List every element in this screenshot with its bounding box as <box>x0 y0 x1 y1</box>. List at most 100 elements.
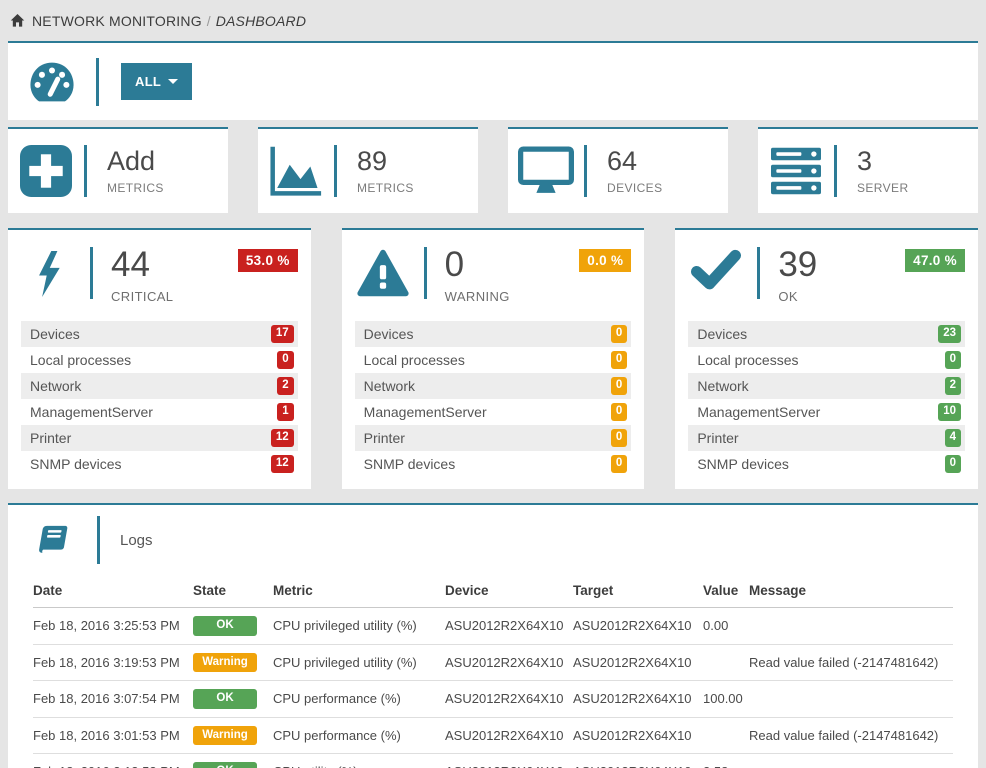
count-badge: 10 <box>938 403 961 421</box>
column-header-value: Value <box>703 577 749 608</box>
ok-count: 39 <box>778 245 818 284</box>
column-header-state: State <box>193 577 273 608</box>
check-icon <box>675 247 757 291</box>
count-badge: 0 <box>610 351 628 369</box>
list-item[interactable]: ManagementServer 1 <box>21 399 298 425</box>
warning-panel: 0 WARNING 0.0 % Devices 0 Local processes… <box>341 228 645 489</box>
list-item[interactable]: Printer 4 <box>688 425 965 451</box>
table-row: Feb 18, 2016 3:19:53 PM Warning CPU priv… <box>33 644 953 681</box>
list-item[interactable]: Network 2 <box>21 373 298 399</box>
count-badge: 2 <box>944 377 961 395</box>
log-date: Feb 18, 2016 3:25:53 PM <box>33 607 193 645</box>
ok-percent-badge: 47.0 % <box>905 249 965 272</box>
column-header-device: Device <box>445 577 573 608</box>
log-target: ASU2012R2X64X10 <box>573 717 703 754</box>
status-panels-row: 44 CRITICAL 53.0 % Devices 17 Local proce… <box>8 228 978 489</box>
log-target: ASU2012R2X64X10 <box>573 607 703 645</box>
log-date: Feb 18, 2016 3:19:53 PM <box>33 644 193 681</box>
status-badge: OK <box>193 616 257 636</box>
list-item-label: ManagementServer <box>363 404 487 420</box>
logs-header: Logs <box>8 505 978 569</box>
server-count-card[interactable]: 3 SERVER <box>758 127 978 213</box>
gauge-icon <box>8 61 96 103</box>
list-item-label: Network <box>363 378 416 394</box>
monitor-icon <box>508 145 584 197</box>
warning-header: 0 WARNING <box>342 230 645 304</box>
list-item[interactable]: Local processes 0 <box>688 347 965 373</box>
table-row: Feb 18, 2016 3:01:53 PM Warning CPU perf… <box>33 717 953 754</box>
warning-percent-badge: 0.0 % <box>579 249 632 272</box>
list-item[interactable]: Local processes 0 <box>21 347 298 373</box>
card-label: SERVER <box>857 180 909 195</box>
card-label: METRICS <box>357 180 414 195</box>
log-metric: CPU utility (%) <box>273 753 445 768</box>
log-value <box>703 644 749 681</box>
status-badge: OK <box>193 689 257 709</box>
list-item[interactable]: Printer 12 <box>21 425 298 451</box>
log-message <box>749 753 953 768</box>
list-item[interactable]: Devices 17 <box>21 321 298 347</box>
log-device: ASU2012R2X64X10 <box>445 607 573 645</box>
logs-table: Date State Metric Device Target Value Me… <box>33 577 953 768</box>
caret-down-icon <box>168 79 179 84</box>
list-item-label: Local processes <box>697 352 799 368</box>
count-badge: 17 <box>270 325 294 343</box>
column-header-message: Message <box>749 577 953 608</box>
list-item-label: SNMP devices <box>363 456 456 472</box>
count-badge: 0 <box>610 429 628 447</box>
log-metric: CPU privileged utility (%) <box>273 644 445 681</box>
log-metric: CPU privileged utility (%) <box>273 607 445 645</box>
divider <box>834 145 837 197</box>
breadcrumb-page: DASHBOARD <box>215 12 307 29</box>
list-item[interactable]: ManagementServer 0 <box>355 399 632 425</box>
log-value: 100.00 <box>703 680 749 718</box>
server-icon <box>758 146 834 196</box>
card-value: 64 <box>607 146 638 177</box>
log-value: 0.00 <box>703 607 749 645</box>
list-item[interactable]: ManagementServer 10 <box>688 399 965 425</box>
all-dropdown-label: ALL <box>135 74 162 89</box>
count-badge: 12 <box>270 429 294 447</box>
ok-panel: 39 OK 47.0 % Devices 23 Local processes 0 … <box>675 228 978 489</box>
ok-header: 39 OK <box>675 230 978 304</box>
metrics-count-card[interactable]: 89 METRICS <box>258 127 478 213</box>
list-item[interactable]: Network 0 <box>354 373 632 399</box>
list-item[interactable]: Devices 23 <box>688 321 965 347</box>
list-item-label: Printer <box>30 430 72 446</box>
log-date: Feb 18, 2016 3:07:54 PM <box>33 680 193 718</box>
list-item[interactable]: Printer 0 <box>354 425 632 451</box>
home-icon[interactable] <box>10 13 25 28</box>
divider <box>757 247 761 299</box>
warning-label: WARNING <box>444 289 510 304</box>
list-item[interactable]: Network 2 <box>688 373 965 399</box>
list-item[interactable]: SNMP devices 0 <box>688 451 965 477</box>
list-item[interactable]: SNMP devices 0 <box>355 451 632 477</box>
log-device: ASU2012R2X64X10 <box>445 680 573 718</box>
breadcrumb-section[interactable]: NETWORK MONITORING <box>32 12 202 29</box>
card-value: 89 <box>357 146 388 177</box>
list-item[interactable]: SNMP devices 12 <box>21 451 298 477</box>
log-message <box>749 680 953 718</box>
log-device: ASU2012R2X64X10 <box>445 717 573 754</box>
add-metrics-card[interactable]: Add METRICS <box>8 127 228 213</box>
logs-title: Logs <box>120 531 153 549</box>
logs-table-header-row: Date State Metric Device Target Value Me… <box>33 577 953 608</box>
count-badge: 2 <box>277 377 294 395</box>
log-target: ASU2012R2X64X10 <box>573 680 703 718</box>
list-item[interactable]: Devices 0 <box>354 321 632 347</box>
all-dropdown-button[interactable]: ALL <box>121 63 193 100</box>
devices-count-card[interactable]: 64 DEVICES <box>508 127 728 213</box>
count-badge: 0 <box>944 455 961 473</box>
critical-panel: 44 CRITICAL 53.0 % Devices 17 Local proce… <box>8 228 311 489</box>
list-item[interactable]: Local processes 0 <box>355 347 632 373</box>
column-header-date: Date <box>33 577 193 608</box>
divider <box>84 145 87 197</box>
list-item-label: Printer <box>363 430 405 446</box>
column-header-metric: Metric <box>273 577 445 608</box>
warning-count: 0 <box>444 245 465 284</box>
count-badge: 0 <box>610 377 628 395</box>
log-message: Read value failed (-2147481642) <box>749 717 953 754</box>
critical-label: CRITICAL <box>111 289 174 304</box>
area-chart-icon <box>258 145 334 197</box>
list-item-label: Printer <box>697 430 739 446</box>
